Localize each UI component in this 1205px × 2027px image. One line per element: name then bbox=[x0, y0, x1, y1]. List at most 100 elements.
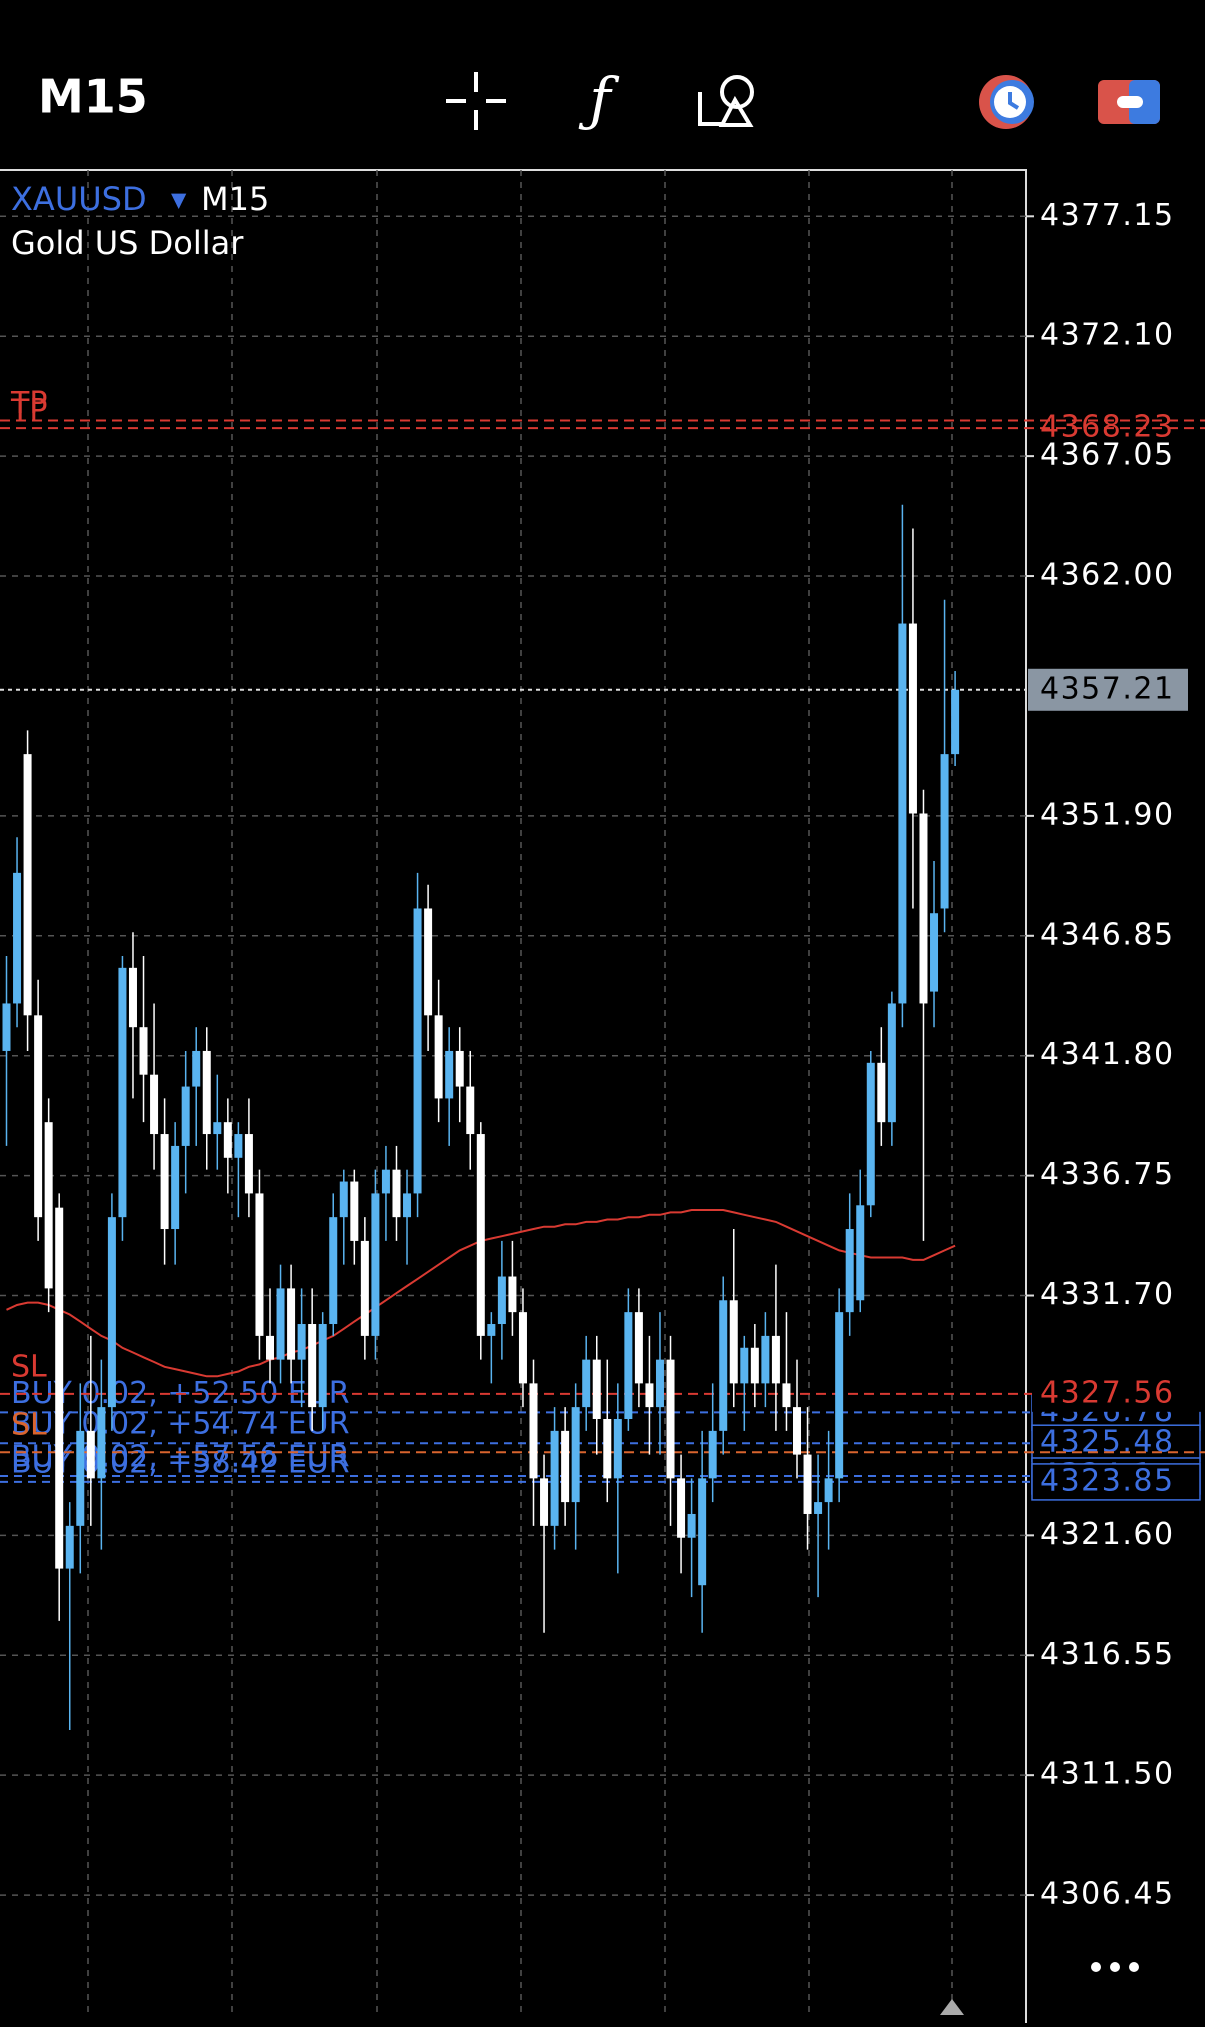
candle-body bbox=[561, 1430, 570, 1503]
y-tick-label: 4306.45 bbox=[1040, 1877, 1175, 1912]
candle-body bbox=[213, 1122, 222, 1135]
current-price: 4357.21 bbox=[1040, 671, 1175, 706]
candle-body bbox=[76, 1430, 85, 1526]
y-tick-label: 4362.00 bbox=[1040, 558, 1175, 593]
more-button[interactable] bbox=[1091, 1962, 1139, 1972]
take-profit-label: TP bbox=[10, 386, 47, 421]
candle-body bbox=[803, 1454, 812, 1514]
candle-body bbox=[698, 1478, 707, 1586]
stop-loss-label: SL bbox=[11, 1349, 47, 1384]
candle-body bbox=[445, 1050, 454, 1099]
y-tick-label: 4331.70 bbox=[1040, 1277, 1175, 1312]
candle-body bbox=[13, 872, 22, 1004]
candle-body bbox=[34, 1015, 43, 1218]
y-tick-label: 4346.85 bbox=[1040, 917, 1175, 952]
candle-body bbox=[466, 1086, 475, 1135]
candle-body bbox=[919, 813, 928, 1004]
candle-body bbox=[86, 1430, 95, 1479]
y-tick-label: 4321.60 bbox=[1040, 1517, 1175, 1552]
candle-body bbox=[729, 1300, 738, 1384]
candle-body bbox=[65, 1525, 74, 1569]
candle-body bbox=[677, 1478, 686, 1538]
candle-body bbox=[750, 1347, 759, 1384]
candle-body bbox=[540, 1478, 549, 1526]
y-tick-label: 4351.90 bbox=[1040, 797, 1175, 832]
candle-body bbox=[708, 1430, 717, 1479]
candle-body bbox=[255, 1193, 264, 1336]
candle-body bbox=[645, 1383, 654, 1408]
candle-body bbox=[434, 1015, 443, 1099]
candle-body bbox=[761, 1335, 770, 1384]
y-tick-label: 4336.75 bbox=[1040, 1157, 1175, 1192]
candle-body bbox=[223, 1122, 232, 1158]
stop-loss-price: 4327.56 bbox=[1040, 1375, 1175, 1410]
candle-body bbox=[266, 1335, 274, 1360]
candle-body bbox=[55, 1207, 64, 1569]
candle-body bbox=[287, 1288, 296, 1360]
candle-body bbox=[381, 1169, 390, 1194]
crosshair-icon[interactable] bbox=[446, 72, 506, 130]
order-label: BUY 0.02, +54.74 EUR bbox=[11, 1407, 350, 1442]
candle-body bbox=[234, 1134, 243, 1158]
candle-body bbox=[835, 1312, 844, 1479]
candle-body bbox=[118, 967, 127, 1218]
candle-body bbox=[782, 1383, 791, 1408]
candle-body bbox=[360, 1240, 369, 1336]
candle-body bbox=[624, 1312, 633, 1419]
candle-body bbox=[845, 1229, 854, 1313]
candle-body bbox=[824, 1478, 833, 1503]
order-label: BUY 0.02, +57.56 EUR bbox=[11, 1439, 350, 1474]
trade-icon[interactable] bbox=[979, 75, 1034, 129]
symbol[interactable]: XAUUSD bbox=[11, 180, 147, 218]
candle-body bbox=[887, 1003, 896, 1123]
candle-body bbox=[2, 1003, 11, 1051]
candle-body bbox=[518, 1312, 527, 1384]
candle-body bbox=[740, 1347, 749, 1384]
candle-body bbox=[634, 1312, 643, 1384]
y-tick-label: 4341.80 bbox=[1040, 1037, 1175, 1072]
candle-body bbox=[814, 1502, 823, 1514]
plot-frame bbox=[0, 169, 1027, 2027]
candle-body bbox=[181, 1086, 190, 1146]
candle-body bbox=[793, 1407, 801, 1455]
candle-body bbox=[592, 1359, 601, 1419]
candle-body bbox=[392, 1169, 401, 1218]
chart: 4377.15 4372.10 4367.05 4362.00 4351.90 4346.… bbox=[0, 169, 1205, 2027]
candle-body bbox=[44, 1122, 53, 1289]
candle-body bbox=[276, 1288, 285, 1360]
candle-body bbox=[150, 1074, 159, 1135]
toggle-icon[interactable] bbox=[1098, 80, 1160, 124]
scroll-marker[interactable] bbox=[940, 1999, 964, 2015]
symbol-description: Gold US Dollar bbox=[11, 224, 244, 262]
candle-body bbox=[97, 1407, 106, 1479]
candle-body bbox=[856, 1205, 865, 1301]
symbol-dropdown[interactable]: ▼ bbox=[171, 188, 187, 212]
candle-body bbox=[497, 1276, 506, 1325]
candle-body bbox=[687, 1513, 696, 1538]
candle-body bbox=[487, 1324, 496, 1336]
candle-body bbox=[202, 1050, 211, 1135]
candle-body bbox=[508, 1276, 517, 1313]
candle-body bbox=[877, 1062, 886, 1123]
candle-body bbox=[139, 1027, 148, 1075]
candle-body bbox=[403, 1193, 412, 1218]
candle-body bbox=[666, 1359, 675, 1479]
candle-body bbox=[940, 754, 949, 909]
timeframe-button[interactable]: M15 bbox=[38, 70, 148, 124]
y-tick-label: 4367.05 bbox=[1040, 438, 1175, 473]
stop-loss-price-box bbox=[1032, 1375, 1205, 1412]
candle-body bbox=[23, 754, 32, 1016]
candle-body bbox=[339, 1181, 348, 1218]
candle-body bbox=[171, 1145, 180, 1230]
candle-body bbox=[192, 1050, 201, 1087]
candle-body bbox=[908, 623, 917, 814]
order-price: 4325.48 bbox=[1040, 1425, 1175, 1460]
y-tick-label: 4311.50 bbox=[1040, 1757, 1175, 1792]
objects-icon[interactable] bbox=[698, 75, 754, 127]
candle-body bbox=[898, 623, 907, 1004]
y-tick-label: 4372.10 bbox=[1040, 318, 1175, 353]
candle-body bbox=[318, 1324, 327, 1408]
candle-body bbox=[866, 1062, 875, 1206]
